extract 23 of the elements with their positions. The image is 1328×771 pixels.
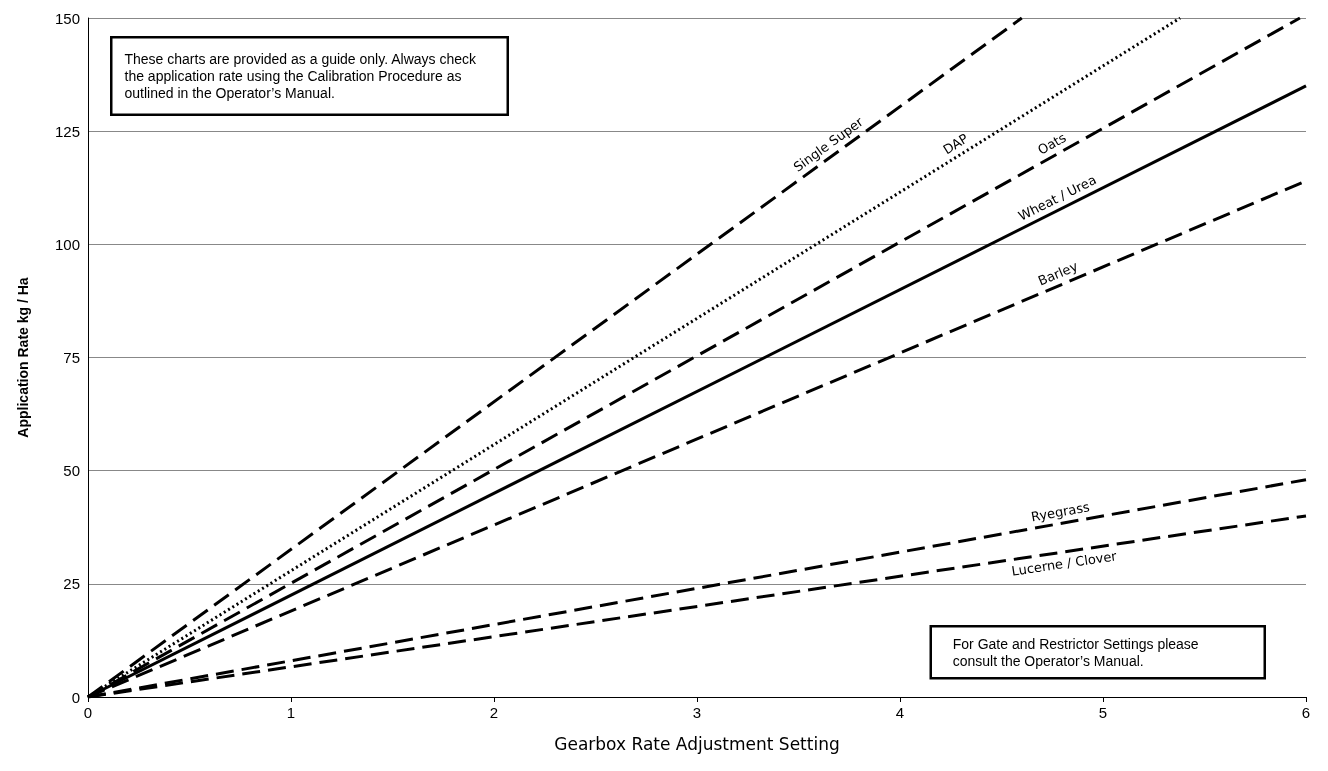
y-tick-label: 25 [63, 575, 80, 593]
text: Lucerne / Clover [1010, 548, 1119, 579]
y-tick-label: 150 [54, 9, 80, 27]
y-tick-label: 125 [54, 122, 80, 140]
x-tick-label: 6 [1301, 704, 1311, 721]
y-tick-label: 50 [63, 462, 80, 480]
x-tick-label: 1 [286, 704, 296, 721]
y-axis-title: Application Rate kg / Ha [15, 277, 31, 438]
y-tick-label: 75 [63, 349, 80, 366]
text: Barley [1035, 258, 1081, 289]
x-axis-title: Gearbox Rate Adjustment Setting [554, 733, 840, 754]
annotation: For Gate and Restrictor Settings please consult the Operator’s Manual. [952, 635, 1203, 669]
x-tick-label: 2 [489, 704, 499, 721]
x-tick-label: 5 [1098, 704, 1108, 721]
text: Ryegrass [1029, 499, 1091, 525]
y-tick-label: 0 [71, 688, 80, 706]
x-tick-label: 3 [692, 704, 702, 721]
text: DAP [940, 130, 971, 158]
text: Oats [1035, 129, 1069, 158]
x-tick-label: 4 [895, 704, 905, 721]
annotation: These charts are provided as a guide only. Always check the application rate using the Calibration Procedure as outlined in the Operator’s Manual. [124, 51, 480, 101]
y-tick-label: 100 [54, 235, 80, 253]
x-tick-label: 0 [83, 704, 93, 721]
